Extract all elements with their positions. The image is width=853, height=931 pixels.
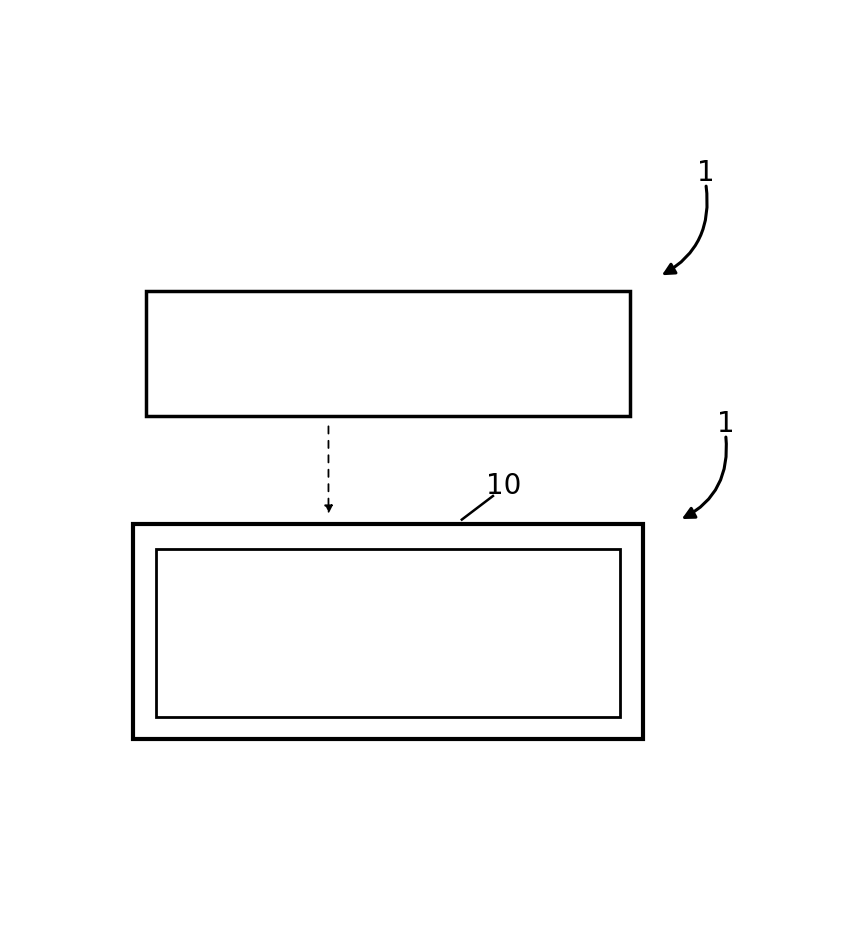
Bar: [147, 290, 629, 416]
FancyArrowPatch shape: [684, 437, 726, 518]
Text: 10: 10: [485, 472, 521, 500]
Bar: [133, 524, 642, 739]
FancyArrowPatch shape: [664, 186, 706, 274]
Bar: [156, 549, 619, 718]
Text: 1: 1: [716, 410, 734, 438]
Text: 1: 1: [696, 158, 714, 186]
